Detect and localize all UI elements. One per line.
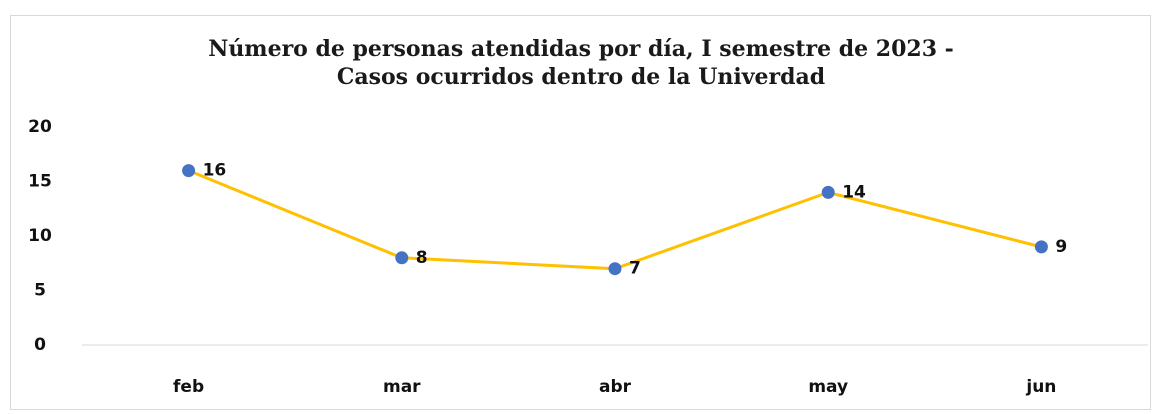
data-label: 9 xyxy=(1055,237,1067,257)
y-tick-label: 5 xyxy=(34,281,46,301)
marker xyxy=(1034,240,1048,254)
y-tick-label: 0 xyxy=(34,335,46,355)
marker xyxy=(395,251,409,265)
chart-title: Número de personas atendidas por día, I … xyxy=(208,36,954,90)
chart-border xyxy=(10,15,1151,410)
data-label: 16 xyxy=(203,161,227,181)
y-tick-label: 10 xyxy=(28,226,52,246)
marker xyxy=(608,262,622,276)
x-tick-label: abr xyxy=(599,377,632,397)
marker xyxy=(821,185,835,199)
data-label: 7 xyxy=(629,259,641,279)
x-tick-label: jun xyxy=(1025,377,1056,397)
data-label: 8 xyxy=(416,248,428,268)
x-tick-label: feb xyxy=(173,377,204,397)
marker xyxy=(182,164,196,178)
x-tick-label: mar xyxy=(383,377,421,397)
x-tick-label: may xyxy=(808,377,848,397)
data-label: 14 xyxy=(842,182,866,202)
y-tick-label: 15 xyxy=(28,172,52,192)
y-tick-label: 20 xyxy=(28,117,52,137)
